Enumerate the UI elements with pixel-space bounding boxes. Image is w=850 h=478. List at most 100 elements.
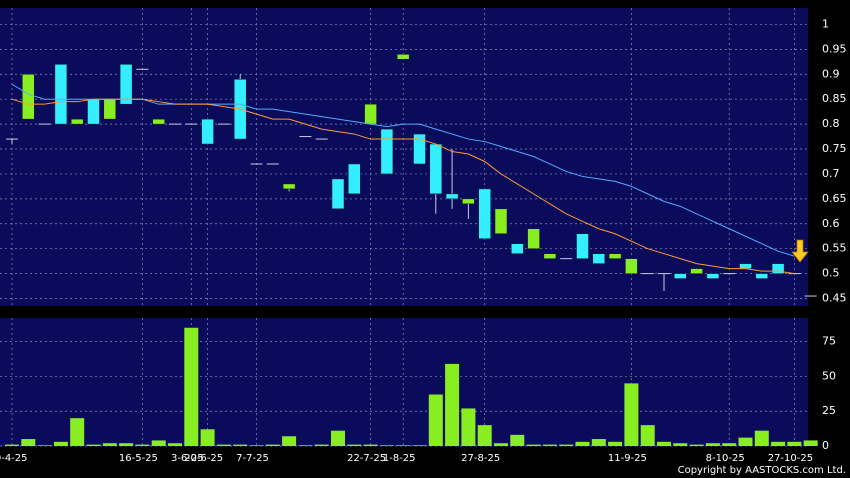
candle-body [739,263,752,269]
volume-bar [298,445,313,446]
volume-bar [787,441,802,446]
volume-bar [265,444,280,446]
candle-body [478,188,491,239]
volume-bar [233,444,248,446]
volume-bar [477,425,492,446]
x-tick-label: 20-6-25 [184,453,223,464]
volume-bar [331,430,345,446]
volume-bar [21,439,36,446]
copyright: Copyright by AASTOCKS.com Ltd. [678,465,846,476]
x-tick-label: 27-8-25 [461,453,500,464]
arrow-marker [791,239,809,263]
y-tick-label: 0.85 [822,92,847,105]
y-tick-label: 0.55 [822,242,847,255]
y-tick-label: 0.9 [822,67,840,80]
candle-body [755,273,769,279]
candle-body [103,98,117,120]
volume-bar [510,434,525,446]
candle-body [119,64,133,105]
volume-bar [803,440,818,446]
volume-bar [559,444,574,446]
volume-bar [412,445,427,446]
candle-body [413,133,426,165]
volume-bar [135,444,150,446]
x-tick-label: 1-8-25 [383,453,416,464]
volume-bar [673,443,688,446]
x-tick-label: 27-10-25 [768,453,813,464]
volume-bar [5,444,19,446]
volume-bar [722,443,737,446]
candle-body [445,193,459,200]
volume-panel [0,318,808,446]
y-tick-label: 1 [822,17,829,30]
y-tick-label: 0.45 [822,292,847,305]
candle-body [576,233,589,259]
y-tick-label: 0.6 [822,217,840,230]
price-panel [0,8,808,306]
y-tick-label: 0 [822,439,829,452]
candle-body [70,118,84,125]
volume-bar [657,441,671,446]
candle-body [608,253,622,259]
y-tick-label: 0.95 [822,42,847,55]
candle-body [364,103,377,125]
volume-bar [347,444,362,446]
volume-bar [771,441,786,446]
volume-bar [428,394,443,446]
volume-bar [705,443,720,446]
x-tick-label: 7-7-25 [236,453,269,464]
plot-layer: 0.45 0.5 0.55 0.6 0.65 0.7 0.75 0.8 0.85 0.9 0.95 1… [0,8,847,464]
candle-body [527,228,540,249]
y-tick-label: 50 [822,369,836,382]
volume-bar [102,443,117,446]
y-tick-label: 0.8 [822,117,840,130]
volume-bar [282,436,297,446]
candle-body [429,143,443,195]
candle-body [380,128,394,175]
candle-body [201,118,214,145]
volume-bar [53,441,68,446]
x-tick-label: 11-9-25 [608,453,647,464]
volume-bar [151,440,166,446]
volume-bar [738,437,753,446]
volume-bar [396,445,411,446]
candle-body [690,268,703,274]
volume-bar [168,443,182,446]
candle-body [543,253,557,259]
y-tick-label: 0.7 [822,167,840,180]
y-tick-label: 75 [822,335,836,348]
volume-bar [689,444,704,446]
candle-body [771,263,785,274]
volume-bar [86,444,101,446]
moving-average-line [11,98,795,275]
volume-bar [314,444,329,446]
volume-bar [184,327,199,446]
candle-body [152,118,165,125]
volume-bar [608,441,623,446]
volume-bar [445,363,460,446]
x-tick-label: 30-4-25 [0,453,28,464]
volume-bar [37,445,52,446]
volume-bar [249,445,264,446]
volume-bar [624,383,639,446]
candle-body [87,98,100,125]
volume-bar [526,444,541,446]
candle-body [674,273,687,279]
volume-bar [575,441,590,446]
volume-bar [119,443,134,446]
volume-bar [200,429,215,446]
candle-body [592,253,606,264]
candle-body [22,74,35,120]
volume-bar [70,418,85,446]
volume-bar [591,439,606,446]
y-tick-label: 25 [822,404,836,417]
y-tick-label: 0.65 [822,192,847,205]
candle-body [625,258,638,274]
volume-bar [216,444,231,446]
candle-body [282,183,296,190]
candle-body [54,64,68,125]
y-tick-label: 0.75 [822,142,847,155]
x-tick-label: 8-10-25 [706,453,745,464]
x-tick-label: 22-7-25 [347,453,386,464]
